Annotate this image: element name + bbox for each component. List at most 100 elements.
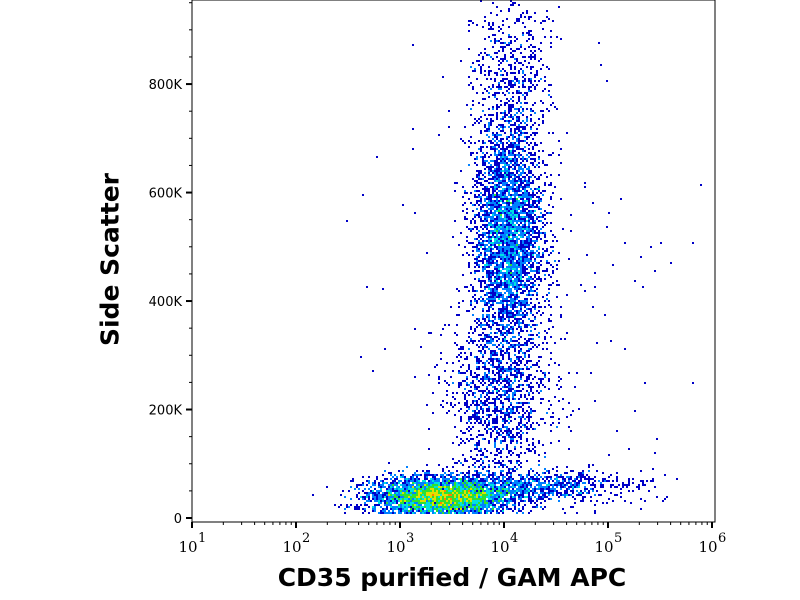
event-pixel [484,486,486,488]
event-pixel [502,154,504,156]
event-pixel [504,260,506,262]
event-pixel [496,432,498,434]
event-pixel [498,246,500,248]
event-pixel [482,318,484,320]
event-pixel [530,152,532,154]
event-pixel [470,374,472,376]
event-pixel [520,374,522,376]
event-pixel [472,186,474,188]
event-pixel [510,486,512,488]
event-pixel [506,508,508,510]
event-pixel [526,350,528,352]
event-pixel [416,504,418,506]
event-pixel [518,326,520,328]
event-pixel [488,108,490,110]
event-pixel [546,484,548,486]
event-pixel [466,482,468,484]
event-pixel [520,130,522,132]
event-pixel [510,498,512,500]
event-pixel [476,506,478,508]
event-pixel [492,220,494,222]
event-pixel [516,240,518,242]
event-pixel [486,470,488,472]
event-pixel [532,428,534,430]
event-pixel [378,498,380,500]
event-pixel [498,314,500,316]
event-pixel [502,380,504,382]
event-pixel [476,358,478,360]
event-pixel [524,222,526,224]
event-pixel [440,494,442,496]
event-pixel [578,494,580,496]
event-pixel [518,270,520,272]
event-pixel [510,302,512,304]
event-pixel [530,244,532,246]
event-pixel [424,484,426,486]
event-pixel [558,476,560,478]
event-pixel [570,214,572,216]
event-pixel [576,372,578,374]
event-pixel [490,168,492,170]
event-pixel [526,136,528,138]
event-pixel [428,488,430,490]
event-pixel [494,240,496,242]
event-pixel [534,474,536,476]
event-pixel [514,262,516,264]
event-pixel [526,298,528,300]
event-pixel [492,256,494,258]
event-pixel [466,460,468,462]
event-pixel [442,492,444,494]
event-pixel [518,256,520,258]
event-pixel [520,362,522,364]
event-pixel [506,248,508,250]
event-pixel [488,232,490,234]
event-pixel [464,398,466,400]
event-pixel [516,216,518,218]
event-pixel [454,502,456,504]
event-pixel [472,124,474,126]
event-pixel [518,456,520,458]
event-pixel [532,290,534,292]
event-pixel [392,500,394,502]
event-pixel [488,224,490,226]
event-pixel [508,304,510,306]
event-pixel [492,322,494,324]
event-pixel [510,172,512,174]
event-pixel [588,476,590,478]
event-pixel [402,482,404,484]
event-pixel [438,494,440,496]
event-pixel [460,500,462,502]
event-pixel [506,222,508,224]
event-pixel [454,494,456,496]
event-pixel [350,504,352,506]
event-pixel [492,216,494,218]
event-pixel [534,496,536,498]
event-pixel [428,512,430,514]
event-pixel [518,390,520,392]
event-pixel [346,506,348,508]
event-pixel [474,184,476,186]
event-pixel [384,492,386,494]
event-pixel [568,448,570,450]
event-pixel [436,510,438,512]
event-pixel [474,444,476,446]
event-pixel [504,464,506,466]
event-pixel [486,388,488,390]
event-pixel [526,304,528,306]
event-pixel [488,264,490,266]
event-pixel [464,412,466,414]
event-pixel [520,222,522,224]
event-pixel [514,190,516,192]
event-pixel [486,374,488,376]
event-pixel [494,278,496,280]
event-pixel [358,488,360,490]
event-pixel [394,508,396,510]
event-pixel [500,366,502,368]
event-pixel [512,150,514,152]
event-pixel [484,286,486,288]
event-pixel [520,288,522,290]
event-pixel [510,110,512,112]
event-pixel [512,92,514,94]
event-pixel [466,506,468,508]
event-pixel [472,400,474,402]
